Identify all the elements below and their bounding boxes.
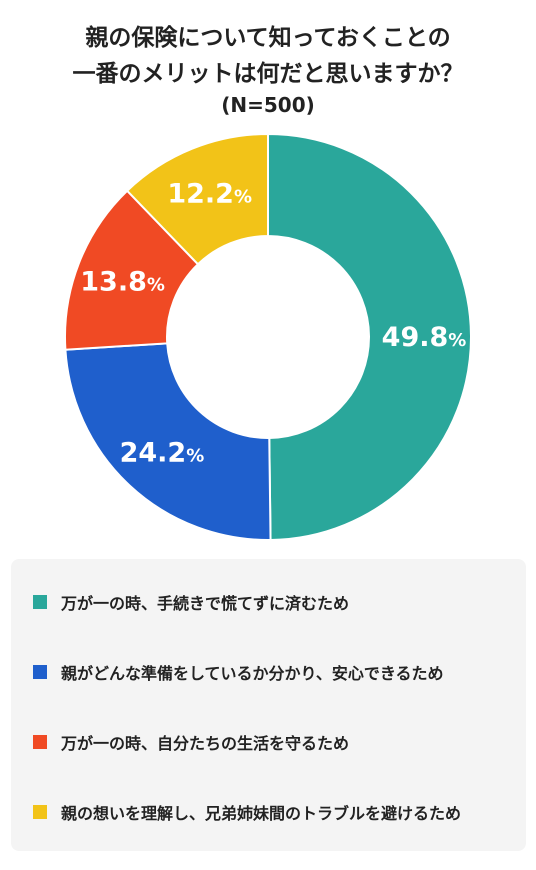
chart-subtitle: (N=500) xyxy=(221,93,315,117)
donut-slice xyxy=(267,132,472,541)
legend-item: 万が一の時、自分たちの生活を守るため xyxy=(33,727,349,757)
legend-swatch xyxy=(33,735,47,749)
legend-label: 万が一の時、手続きで慌てずに済むため xyxy=(61,594,350,613)
donut-slice xyxy=(64,342,272,541)
legend-item: 親がどんな準備をしているか分かり、安心できるため xyxy=(33,657,444,687)
legend-label: 親がどんな準備をしているか分かり、安心できるため xyxy=(61,664,444,683)
donut-chart: 49.8% 24.2% 13.8% 12.2% xyxy=(64,132,472,541)
legend-swatch xyxy=(33,665,47,679)
slice-value-label: 24.2% xyxy=(120,437,205,468)
legend-label: 親の想いを理解し、兄弟姉妹間のトラブルを避けるため xyxy=(61,804,462,823)
legend-swatch xyxy=(33,805,47,819)
chart-title: 親の保険について知っておくことの 一番のメリットは何だと思いますか？ xyxy=(0,20,536,92)
slice-value-label: 49.8% xyxy=(382,322,467,353)
slice-value-label: 13.8% xyxy=(80,266,165,297)
legend-swatch xyxy=(33,595,47,609)
legend-label: 万が一の時、自分たちの生活を守るため xyxy=(61,734,350,753)
chart-title-line-2: 一番のメリットは何だと思いますか？ xyxy=(72,61,464,87)
legend-item: 万が一の時、手続きで慌てずに済むため xyxy=(33,587,349,617)
donut-slice xyxy=(125,132,269,266)
legend-item: 親の想いを理解し、兄弟姉妹間のトラブルを避けるため xyxy=(33,797,461,827)
chart-title-line-1: 親の保険について知っておくことの xyxy=(85,25,451,51)
slice-value-label: 12.2% xyxy=(167,178,252,209)
legend: 万が一の時、手続きで慌てずに済むため 親がどんな準備をしているか分かり、安心でき… xyxy=(11,559,526,851)
